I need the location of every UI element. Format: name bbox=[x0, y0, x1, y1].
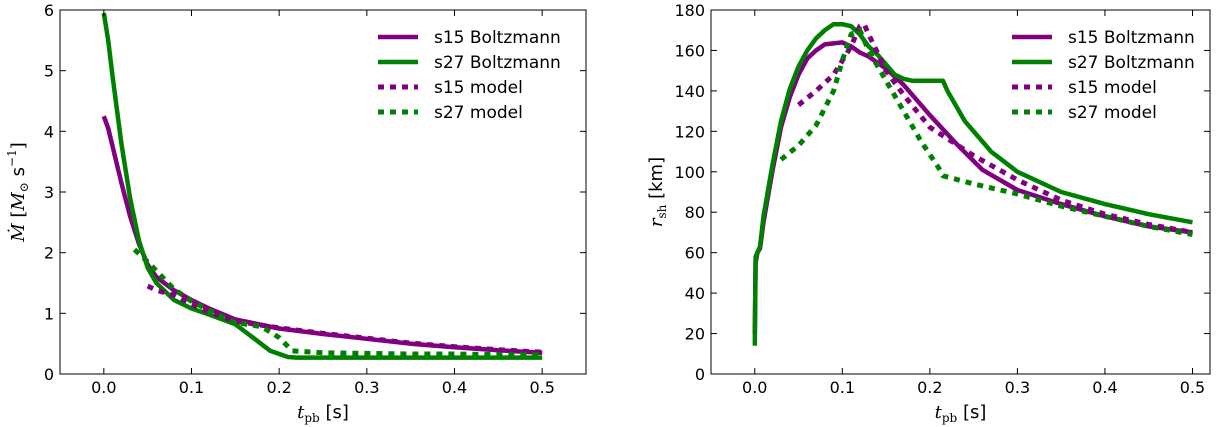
x-tick-label: 0.0 bbox=[742, 378, 767, 397]
series-group bbox=[752, 21, 1193, 346]
y-tick-label: 160 bbox=[674, 41, 705, 60]
x-tick-label: 0.5 bbox=[529, 378, 554, 397]
x-tick-label: 0.3 bbox=[1005, 378, 1030, 397]
legend-label: s15 Boltzmann bbox=[434, 28, 561, 48]
legend-label: s27 Boltzmann bbox=[1068, 53, 1195, 73]
x-tick-label: 0.3 bbox=[354, 378, 379, 397]
y-tick-label: 6 bbox=[44, 1, 54, 20]
legend-label: s15 Boltzmann bbox=[1068, 28, 1195, 48]
series-line-s15-model bbox=[796, 21, 1193, 235]
x-tick-label: 0.1 bbox=[830, 378, 855, 397]
y-tick-label: 0 bbox=[44, 365, 54, 384]
y-tick-label: 0 bbox=[695, 365, 705, 384]
x-tick-label: 0.5 bbox=[1180, 378, 1205, 397]
series-line-s15-boltzmann bbox=[101, 115, 543, 356]
legend-label: s27 model bbox=[1068, 103, 1157, 123]
x-tick-label: 0.4 bbox=[442, 378, 467, 397]
x-tick-label: 0.2 bbox=[266, 378, 291, 397]
y-tick-label: 5 bbox=[44, 62, 54, 81]
legend-label: s15 model bbox=[1068, 78, 1157, 98]
shock-radius-panel: 0.0 0.1 0.2 0.3 0.4 0.5 0 20 40 60 80 100 120 140 160 1… bbox=[646, 1, 1211, 425]
legend-label: s15 model bbox=[434, 78, 523, 98]
y-tick-label: 60 bbox=[685, 244, 705, 263]
series-line-s15-model bbox=[146, 283, 543, 355]
series-line-s27-model bbox=[779, 27, 1193, 237]
x-tick-label: 0.2 bbox=[917, 378, 942, 397]
y-tick-label: 4 bbox=[44, 122, 54, 141]
series-line-s27-boltzmann bbox=[101, 12, 543, 360]
plot-frame bbox=[710, 9, 1211, 375]
y-axis-label: Ṁ [M⊙ s−1] bbox=[5, 142, 31, 243]
y-tick-label: 3 bbox=[44, 183, 54, 202]
x-tick-label: 0.0 bbox=[91, 378, 116, 397]
y-tick-label: 120 bbox=[674, 122, 705, 141]
series-line-s27-boltzmann bbox=[752, 21, 1193, 346]
legend-label: s27 model bbox=[434, 103, 523, 123]
y-tick-label: 180 bbox=[674, 1, 705, 20]
y-tick-label: 1 bbox=[44, 304, 54, 323]
y-tick-label: 40 bbox=[685, 284, 705, 303]
y-tick-label: 20 bbox=[685, 325, 705, 344]
y-axis-label: rsh [km] bbox=[646, 157, 669, 227]
y-tick-label: 140 bbox=[674, 82, 705, 101]
legend-label: s27 Boltzmann bbox=[434, 53, 561, 73]
y-tick-label: 80 bbox=[685, 203, 705, 222]
legend: s15 Boltzmann s27 Boltzmann s15 model s27 m… bbox=[378, 28, 561, 123]
y-tick-label: 2 bbox=[44, 244, 54, 263]
x-axis-label: tpb [s] bbox=[297, 402, 349, 425]
mdot-panel: 0.0 0.1 0.2 0.3 0.4 0.5 0 1 2 3 4 5 6 tpb [s] Ṁ [M⊙ s−… bbox=[5, 1, 587, 425]
x-tick-label: 0.1 bbox=[179, 378, 204, 397]
legend: s15 Boltzmann s27 Boltzmann s15 model s27 m… bbox=[1012, 28, 1195, 123]
y-tick-label: 100 bbox=[674, 163, 705, 182]
x-tick-label: 0.4 bbox=[1092, 378, 1117, 397]
series-group bbox=[101, 12, 543, 360]
x-axis-label: tpb [s] bbox=[935, 402, 987, 425]
